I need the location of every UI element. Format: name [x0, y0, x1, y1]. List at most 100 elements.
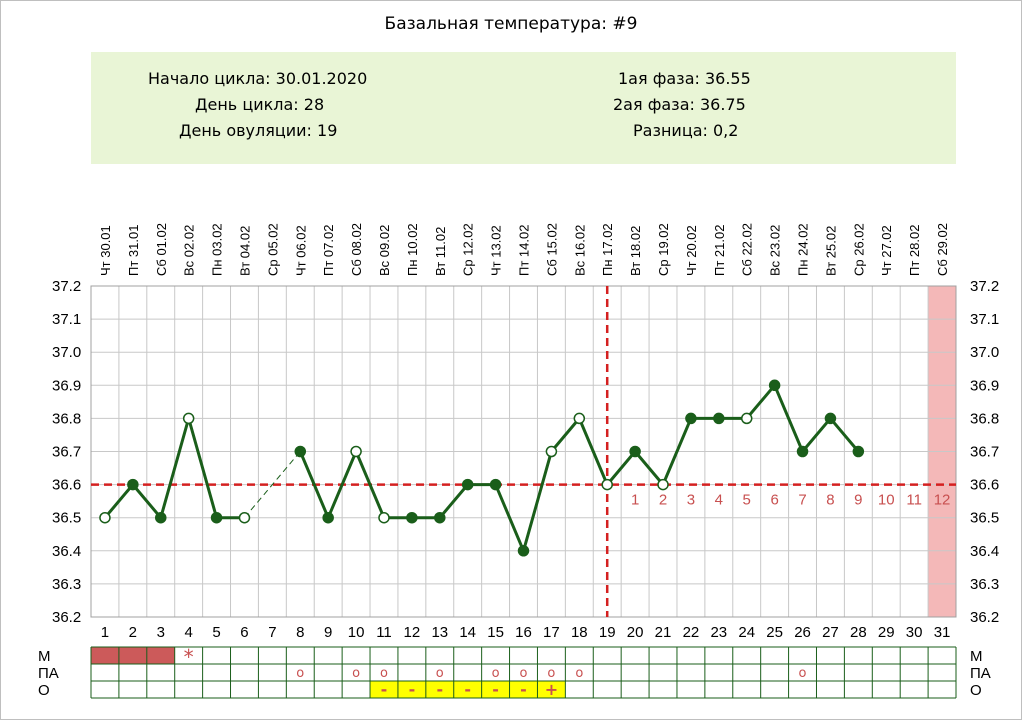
y-tick-label-left: 36.8: [52, 410, 81, 427]
date-label: Вс 23.02: [768, 225, 783, 276]
y-tick-label-right: 37.1: [970, 311, 999, 328]
y-tick-label-right: 36.4: [970, 543, 999, 560]
phase1-text: 1ая фаза: 36.55: [618, 69, 751, 88]
date-label: Сб 29.02: [935, 223, 950, 276]
day-number-label: 21: [655, 624, 672, 641]
date-label: Вс 02.02: [182, 225, 197, 276]
temperature-point: [768, 379, 781, 392]
day-number-label: 17: [543, 624, 560, 641]
intercourse-mark: o: [352, 666, 360, 681]
post-ovulation-day-label: 3: [687, 492, 695, 509]
day-number-label: 28: [850, 624, 867, 641]
temperature-line: [298, 382, 860, 556]
row-label-right: О: [970, 682, 982, 699]
y-tick-label-left: 36.4: [52, 543, 81, 560]
day-number-label: 10: [348, 624, 365, 641]
date-label: Вт 11.02: [433, 227, 448, 276]
post-ovulation-day-label: 4: [715, 492, 723, 509]
temperature-point: [517, 545, 530, 557]
cycle-info-panel: Начало цикла: 30.01.2020 День цикла: 28 …: [91, 52, 956, 164]
date-label: Пт 31.01: [126, 225, 141, 276]
intercourse-mark: o: [575, 666, 583, 681]
temperature-point: [406, 511, 418, 524]
mucus-mark: -: [492, 680, 499, 699]
mucus-cell: [509, 681, 538, 698]
y-tick-label-left: 36.9: [52, 377, 81, 394]
missing-data-segment: [244, 451, 301, 519]
day-number-label: 30: [906, 624, 923, 641]
mucus-cell: [481, 681, 510, 698]
temperature-point: [824, 412, 837, 425]
date-label: Вс 09.02: [377, 225, 392, 276]
mucus-cell: [537, 681, 566, 698]
y-tick-label-left: 36.6: [52, 477, 81, 494]
phase2-text: 2ая фаза: 36.75: [613, 95, 746, 114]
temperature-point: [601, 478, 613, 491]
y-tick-label-right: 36.7: [970, 444, 999, 461]
mucus-cell: [370, 681, 398, 698]
date-label: Пт 07.02: [321, 225, 336, 276]
day-number-label: 1: [101, 624, 109, 641]
mucus-cell: [453, 681, 482, 698]
difference-text: Разница: 0,2: [633, 121, 739, 140]
temperature-point: [685, 412, 697, 425]
post-ovulation-day-label: 9: [854, 492, 862, 509]
temperature-point: [461, 478, 474, 491]
intercourse-mark: o: [799, 666, 807, 681]
date-label: Пн 10.02: [405, 223, 420, 276]
y-tick-label-right: 36.8: [970, 410, 999, 427]
y-tick-label-right: 36.9: [970, 377, 999, 394]
day-number-label: 7: [268, 624, 276, 641]
date-label: Сб 22.02: [740, 223, 755, 276]
post-ovulation-day-label: 7: [798, 492, 806, 509]
temperature-point: [378, 511, 390, 524]
intercourse-mark: o: [296, 666, 304, 681]
row-label-right: М: [970, 648, 983, 665]
date-label: Вт 18.02: [628, 226, 643, 276]
mucus-mark: -: [436, 680, 443, 699]
temperature-point: [322, 511, 334, 524]
intercourse-mark: o: [520, 666, 528, 681]
y-tick-label-right: 36.6: [970, 477, 999, 494]
date-label: Ср 12.02: [461, 223, 476, 276]
day-number-label: 25: [766, 624, 783, 641]
date-label: Чт 20.02: [684, 225, 699, 276]
day-number-label: 29: [878, 624, 895, 641]
date-label: Пн 03.02: [210, 223, 225, 276]
y-tick-label-left: 37.0: [52, 344, 81, 361]
temperature-point: [796, 445, 809, 458]
y-tick-label-right: 36.2: [970, 609, 999, 626]
star-mark: *: [184, 645, 194, 669]
y-tick-label-right: 37.0: [970, 344, 999, 361]
post-ovulation-day-label: 10: [878, 492, 895, 509]
temperature-point: [350, 445, 362, 458]
temperature-point: [713, 412, 725, 425]
temperature-point: [99, 511, 111, 524]
date-label: Сб 08.02: [349, 223, 364, 276]
post-ovulation-day-label: 5: [743, 492, 751, 509]
mucus-mark: -: [381, 680, 388, 699]
chart-title: Базальная температура: #9: [384, 14, 638, 34]
y-tick-label-left: 37.1: [52, 311, 81, 328]
date-label: Ср 19.02: [656, 223, 671, 276]
plot-border: [90, 285, 957, 618]
temperature-point: [489, 478, 502, 491]
temperature-point: [434, 511, 446, 524]
intercourse-mark: o: [436, 666, 444, 681]
y-tick-label-right: 36.3: [970, 576, 999, 593]
post-ovulation-day-label: 1: [631, 492, 639, 509]
row-label-right: ПА: [970, 665, 991, 682]
day-number-label: 14: [459, 624, 476, 641]
temperature-point: [657, 478, 669, 491]
day-number-label: 16: [515, 624, 532, 641]
temperature-point: [182, 412, 195, 425]
date-label: Вт 04.02: [237, 226, 252, 276]
day-number-label: 22: [683, 624, 700, 641]
temperature-point: [573, 412, 586, 425]
intercourse-mark: o: [380, 666, 388, 681]
post-ovulation-day-label: 12: [934, 492, 951, 509]
date-label: Пн 17.02: [600, 223, 615, 276]
day-number-label: 5: [212, 624, 220, 641]
date-label: Пн 24.02: [796, 223, 811, 276]
